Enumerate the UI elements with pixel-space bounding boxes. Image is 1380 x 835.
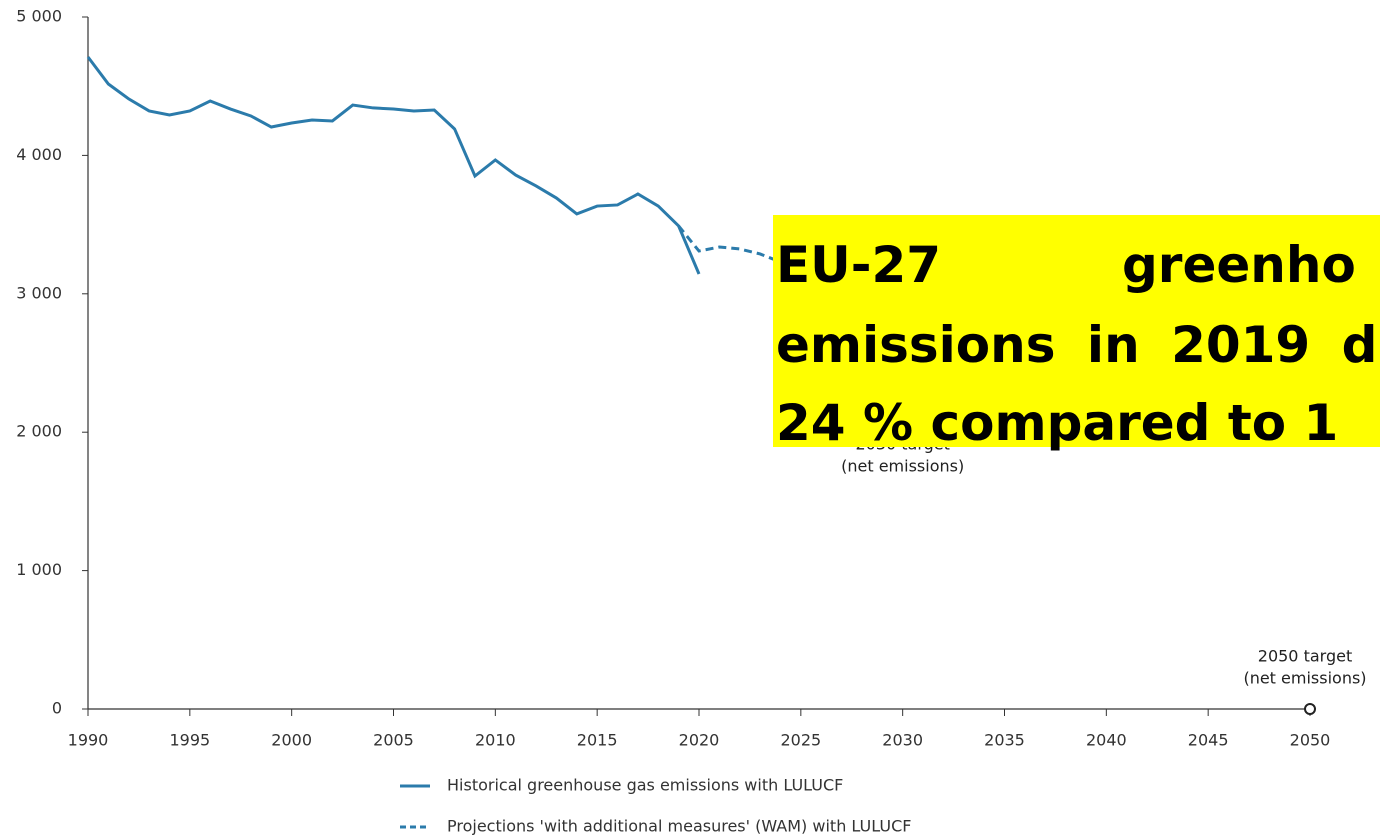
annotation-label: (net emissions) <box>841 457 964 476</box>
annotation-label: (net emissions) <box>1243 669 1366 688</box>
y-tick-label: 3 000 <box>16 283 62 302</box>
overlay-text: greenho <box>1122 236 1356 294</box>
line-series <box>677 225 782 264</box>
x-tick-label: 2025 <box>780 731 821 750</box>
target-point <box>1304 703 1316 715</box>
y-tick-label: 2 000 <box>16 422 62 441</box>
x-tick-label: 2035 <box>984 731 1025 750</box>
y-tick-label: 5 000 <box>16 7 62 26</box>
legend-label: Projections 'with additional measures' (… <box>447 817 911 835</box>
x-tick-label: 1990 <box>68 731 109 750</box>
y-tick-label: 4 000 <box>16 145 62 164</box>
overlay-background <box>773 215 1380 447</box>
x-tick-label: 1995 <box>169 731 210 750</box>
overlay-text: emissions in 2019 d <box>776 316 1377 374</box>
y-tick-label: 0 <box>52 699 62 718</box>
x-tick-label: 2005 <box>373 731 414 750</box>
x-tick-label: 2015 <box>577 731 618 750</box>
annotation-label: 2050 target <box>1258 647 1352 666</box>
x-tick-label: 2040 <box>1086 731 1127 750</box>
overlay-box: EU-27 greenho emissions in 2019 d 24 % comp… <box>773 215 1380 452</box>
line-series <box>86 56 701 275</box>
x-tick-label: 2010 <box>475 731 516 750</box>
x-tick-label: 2030 <box>882 731 923 750</box>
y-tick-label: 1 000 <box>16 560 62 579</box>
x-tick-label: 2020 <box>679 731 720 750</box>
overlay-text: 24 % compared to 1 <box>776 394 1338 452</box>
x-tick-label: 2050 <box>1290 731 1331 750</box>
x-tick-label: 2000 <box>271 731 312 750</box>
overlay-text: EU-27 <box>776 236 941 294</box>
legend-label: Historical greenhouse gas emissions with… <box>447 776 843 795</box>
x-tick-label: 2045 <box>1188 731 1229 750</box>
